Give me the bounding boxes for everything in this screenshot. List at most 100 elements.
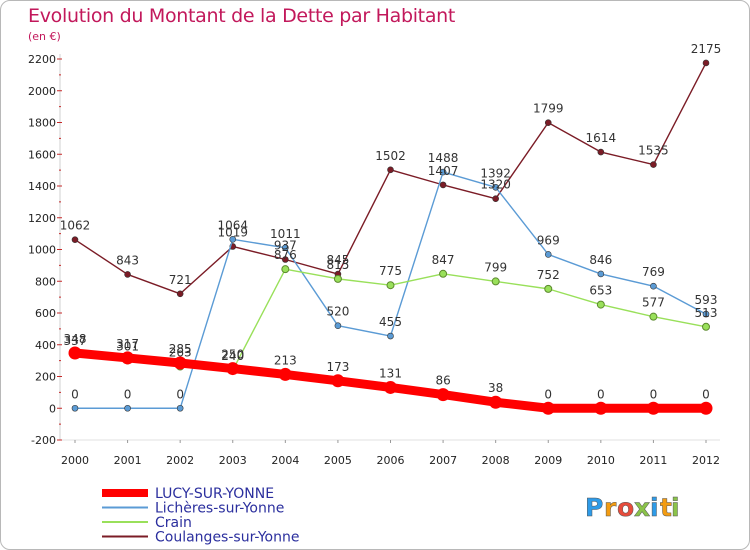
data-point [71,404,79,412]
legend-group: LUCY-SUR-YONNELichères-sur-YonneCrainCou… [102,486,299,546]
data-label: 1488 [428,151,459,165]
x-tick-label: 2008 [482,454,510,467]
data-point [541,401,555,415]
x-tick-label: 2000 [61,454,89,467]
data-label: 1502 [375,149,406,163]
data-label: 520 [326,305,349,319]
y-tick-label: 0 [49,402,56,415]
data-point [387,332,394,340]
data-point [387,166,394,174]
x-tick-label: 2004 [271,454,299,467]
data-label: 317 [116,337,139,351]
data-point [176,290,184,298]
y-tick-label: 200 [35,371,56,384]
data-point [597,148,605,156]
data-point [333,274,342,283]
x-tick-label: 2006 [377,454,405,467]
data-point [68,346,82,360]
data-label: 38 [488,381,503,395]
legend-label: Coulanges-sur-Yonne [155,530,299,546]
data-label: 1320 [480,178,511,192]
y-tick-label: 1200 [28,212,56,225]
logo-letter: r [604,493,617,522]
data-label: 1019 [217,225,248,239]
y-tick-label: 1800 [28,117,56,130]
data-label: 513 [695,306,718,320]
x-tick-label: 2010 [587,454,615,467]
data-label: 1062 [60,219,91,233]
y-tick-label: -200 [31,434,56,447]
logo-letter: i [671,493,680,522]
data-label: 455 [379,315,402,329]
data-point [124,271,131,278]
data-point [594,401,608,415]
data-point [492,183,499,191]
x-tick-label: 2001 [114,454,142,467]
data-point [436,388,450,402]
data-point [702,59,710,67]
data-label: 1011 [270,227,301,241]
data-label: 250 [221,348,244,362]
data-label: 0 [650,387,658,401]
data-point [384,380,397,394]
data-label: 348 [64,332,87,346]
y-tick-label: 1600 [28,148,56,161]
data-point [278,367,292,381]
data-label: 845 [326,253,349,267]
data-label: 0 [544,387,552,401]
chart-title: Evolution du Montant de la Dette par Hab… [28,5,456,27]
data-label: 752 [537,268,560,282]
data-label: 285 [169,342,192,356]
data-label: 1392 [480,166,511,180]
data-point [282,244,289,252]
data-point [492,195,499,202]
series-line [70,348,711,413]
x-tick-label: 2002 [166,454,194,467]
data-point [439,168,447,176]
y-tick-label: 1400 [28,180,56,193]
x-tick-label: 2007 [429,454,457,467]
data-point [702,310,710,318]
legend-label: Crain [155,515,192,531]
x-tick-label: 2009 [534,454,562,467]
data-point [386,281,395,290]
y-tick-label: 800 [35,275,56,288]
data-label: 173 [326,360,349,374]
data-point [281,265,290,274]
data-point [173,356,187,370]
chart-subtitle: (en €) [28,30,61,43]
data-point [439,269,448,278]
data-label: 577 [642,296,665,310]
data-label: 593 [695,293,718,307]
data-point [121,351,135,365]
data-label: 815 [326,258,349,272]
x-tick-label: 2012 [692,454,720,467]
y-tick-label: 1000 [28,244,56,257]
data-point [699,401,713,415]
data-label: 213 [274,353,297,367]
data-label: 2175 [691,42,722,56]
data-label: 1407 [428,164,459,178]
data-labels-group: 1062 843 721 1019 937 845 1502 1407 1320 1799 1614… [60,42,722,401]
data-label: 843 [116,253,139,267]
legend-label: Lichères-sur-Yonne [155,501,284,517]
data-point [597,270,605,278]
data-label: 1064 [217,218,248,232]
series-lines-group [68,59,713,415]
data-point [226,362,240,376]
data-point [489,395,503,409]
legend-label: LUCY-SUR-YONNE [155,486,274,502]
data-point [702,322,710,331]
data-label: 775 [379,264,402,278]
logo-letter: i [650,493,659,522]
data-point [649,312,658,321]
data-label: 846 [589,253,612,267]
y-tick-label: 600 [35,307,56,320]
data-point [124,404,131,412]
data-point [229,236,237,243]
data-label: 769 [642,265,665,279]
x-tick-label: 2003 [219,454,247,467]
data-label: 799 [484,260,507,274]
data-point [282,256,289,263]
